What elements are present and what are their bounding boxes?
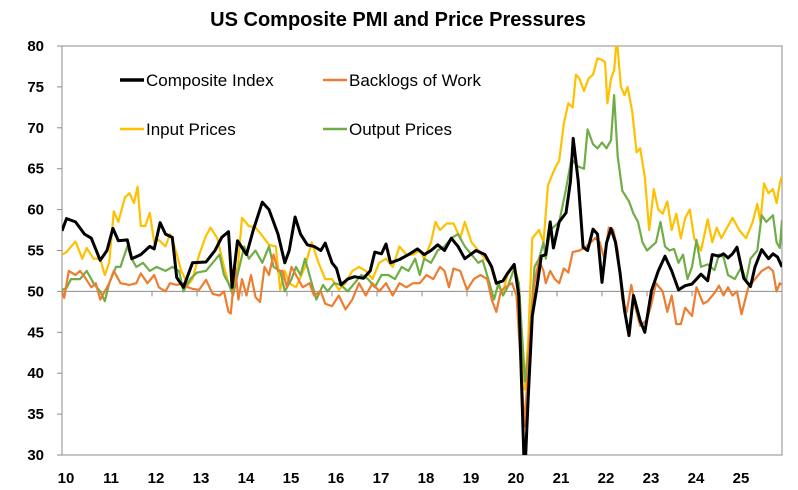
legend-label: Input Prices [146, 120, 236, 139]
y-tick-label: 55 [27, 243, 44, 260]
legend-label: Backlogs of Work [349, 71, 481, 90]
y-tick-label: 70 [27, 120, 44, 137]
series-line-composite-index [62, 136, 782, 455]
x-tick-label: 21 [553, 470, 570, 487]
x-tick-label: 19 [463, 470, 480, 487]
x-tick-label: 15 [283, 470, 300, 487]
y-tick-label: 75 [27, 79, 44, 96]
series-lines [62, 46, 782, 455]
legend: Composite Index Backlogs of Work Input Pri… [120, 71, 481, 139]
chart-title: US Composite PMI and Price Pressures [210, 9, 586, 31]
y-tick-label: 80 [27, 38, 44, 55]
x-tick-label: 17 [373, 470, 390, 487]
x-tick-label: 18 [418, 470, 435, 487]
series-line-output-prices [62, 94, 782, 383]
y-tick-label: 60 [27, 202, 44, 219]
x-tick-label: 22 [598, 470, 615, 487]
series-line-input-prices [62, 46, 782, 391]
x-tick-label: 24 [688, 470, 705, 487]
x-tick-label: 11 [103, 470, 119, 487]
y-tick-label: 50 [27, 283, 44, 300]
x-tick-label: 13 [193, 470, 210, 487]
series-line-backlogs-of-work [62, 226, 782, 428]
x-tick-label: 14 [238, 470, 255, 487]
x-tick-label: 16 [328, 470, 345, 487]
x-tick-label: 12 [148, 470, 165, 487]
y-tick-label: 35 [27, 406, 44, 423]
y-tick-label: 45 [27, 324, 44, 341]
y-axis: 30 35 40 45 50 55 60 65 70 75 80 [27, 38, 62, 464]
legend-label: Composite Index [146, 71, 274, 90]
y-tick-label: 30 [27, 447, 44, 464]
y-tick-label: 40 [27, 365, 44, 382]
x-tick-label: 10 [58, 470, 75, 487]
y-tick-label: 65 [27, 161, 44, 178]
x-axis: 10 11 12 13 14 15 16 17 18 19 20 21 22 23 24 25 [58, 290, 782, 487]
x-tick-label: 20 [508, 470, 525, 487]
x-tick-label: 23 [643, 470, 660, 487]
legend-label: Output Prices [349, 120, 452, 139]
x-tick-label: 25 [733, 470, 750, 487]
